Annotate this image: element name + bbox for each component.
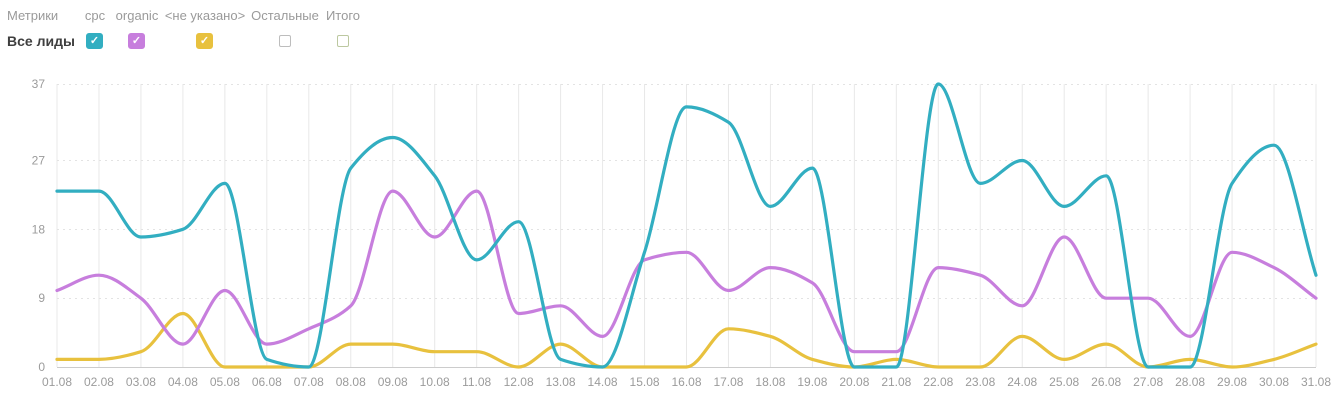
x-axis-tick-label: 14.08 bbox=[588, 375, 618, 389]
check-icon: ✓ bbox=[131, 34, 142, 47]
x-axis-tick-label: 31.08 bbox=[1301, 375, 1331, 389]
x-axis-tick-label: 05.08 bbox=[210, 375, 240, 389]
y-axis-tick-label: 0 bbox=[38, 360, 45, 374]
column-label-cpc: cpc bbox=[84, 8, 106, 23]
series-line-cpc[interactable] bbox=[55, 82, 1318, 369]
column-label-organic: organic bbox=[115, 8, 159, 23]
checkbox-total[interactable]: ✓ bbox=[337, 35, 349, 47]
x-axis-tick-label: 25.08 bbox=[1049, 375, 1079, 389]
check-icon: ✓ bbox=[89, 34, 100, 47]
y-axis-tick-label: 27 bbox=[32, 153, 46, 167]
x-axis-tick-label: 19.08 bbox=[797, 375, 827, 389]
checkbox-cpc[interactable]: ✓ bbox=[86, 33, 103, 49]
x-axis-tick-label: 04.08 bbox=[168, 375, 198, 389]
column-label-not-specified: <не указано> bbox=[164, 8, 246, 23]
checkbox-not-specified[interactable]: ✓ bbox=[196, 33, 213, 49]
x-axis-tick-label: 22.08 bbox=[923, 375, 953, 389]
x-axis-tick-label: 07.08 bbox=[294, 375, 324, 389]
checkbox-others[interactable]: ✓ bbox=[279, 35, 291, 47]
y-axis-tick-label: 18 bbox=[32, 222, 46, 236]
column-label-others: Остальные bbox=[251, 8, 319, 23]
x-axis-tick-label: 03.08 bbox=[126, 375, 156, 389]
x-axis-tick-label: 12.08 bbox=[504, 375, 534, 389]
x-axis-tick-label: 09.08 bbox=[378, 375, 408, 389]
x-axis-tick-label: 08.08 bbox=[336, 375, 366, 389]
x-axis-tick-label: 13.08 bbox=[546, 375, 576, 389]
x-axis-tick-label: 11.08 bbox=[462, 375, 491, 389]
x-axis-tick-label: 28.08 bbox=[1175, 375, 1205, 389]
series-line--[interactable] bbox=[55, 311, 1318, 369]
y-axis-tick-label: 37 bbox=[32, 77, 46, 91]
x-axis-tick-label: 06.08 bbox=[252, 375, 282, 389]
y-axis-tick-label: 9 bbox=[38, 291, 45, 305]
x-axis-tick-label: 30.08 bbox=[1259, 375, 1289, 389]
x-axis-tick-label: 21.08 bbox=[881, 375, 911, 389]
x-axis-tick-label: 01.08 bbox=[42, 375, 72, 389]
metrics-title: Метрики bbox=[7, 8, 59, 23]
row-label-all-leads: Все лиды bbox=[7, 33, 75, 49]
x-axis-tick-label: 27.08 bbox=[1133, 375, 1163, 389]
x-axis-tick-label: 10.08 bbox=[420, 375, 450, 389]
x-axis-tick-label: 18.08 bbox=[755, 375, 785, 389]
x-axis-tick-label: 26.08 bbox=[1091, 375, 1121, 389]
checkbox-organic[interactable]: ✓ bbox=[128, 33, 145, 49]
x-axis-tick-label: 24.08 bbox=[1007, 375, 1037, 389]
x-axis-tick-label: 02.08 bbox=[84, 375, 114, 389]
x-axis-tick-label: 20.08 bbox=[839, 375, 869, 389]
x-axis-tick-label: 17.08 bbox=[713, 375, 743, 389]
column-label-total: Итого bbox=[325, 8, 361, 23]
series-line-organic[interactable] bbox=[55, 189, 1318, 354]
x-axis-tick-label: 23.08 bbox=[965, 375, 995, 389]
x-axis-tick-label: 15.08 bbox=[630, 375, 660, 389]
x-axis-tick-label: 16.08 bbox=[671, 375, 701, 389]
check-icon: ✓ bbox=[199, 34, 210, 47]
x-axis-tick-label: 29.08 bbox=[1217, 375, 1247, 389]
